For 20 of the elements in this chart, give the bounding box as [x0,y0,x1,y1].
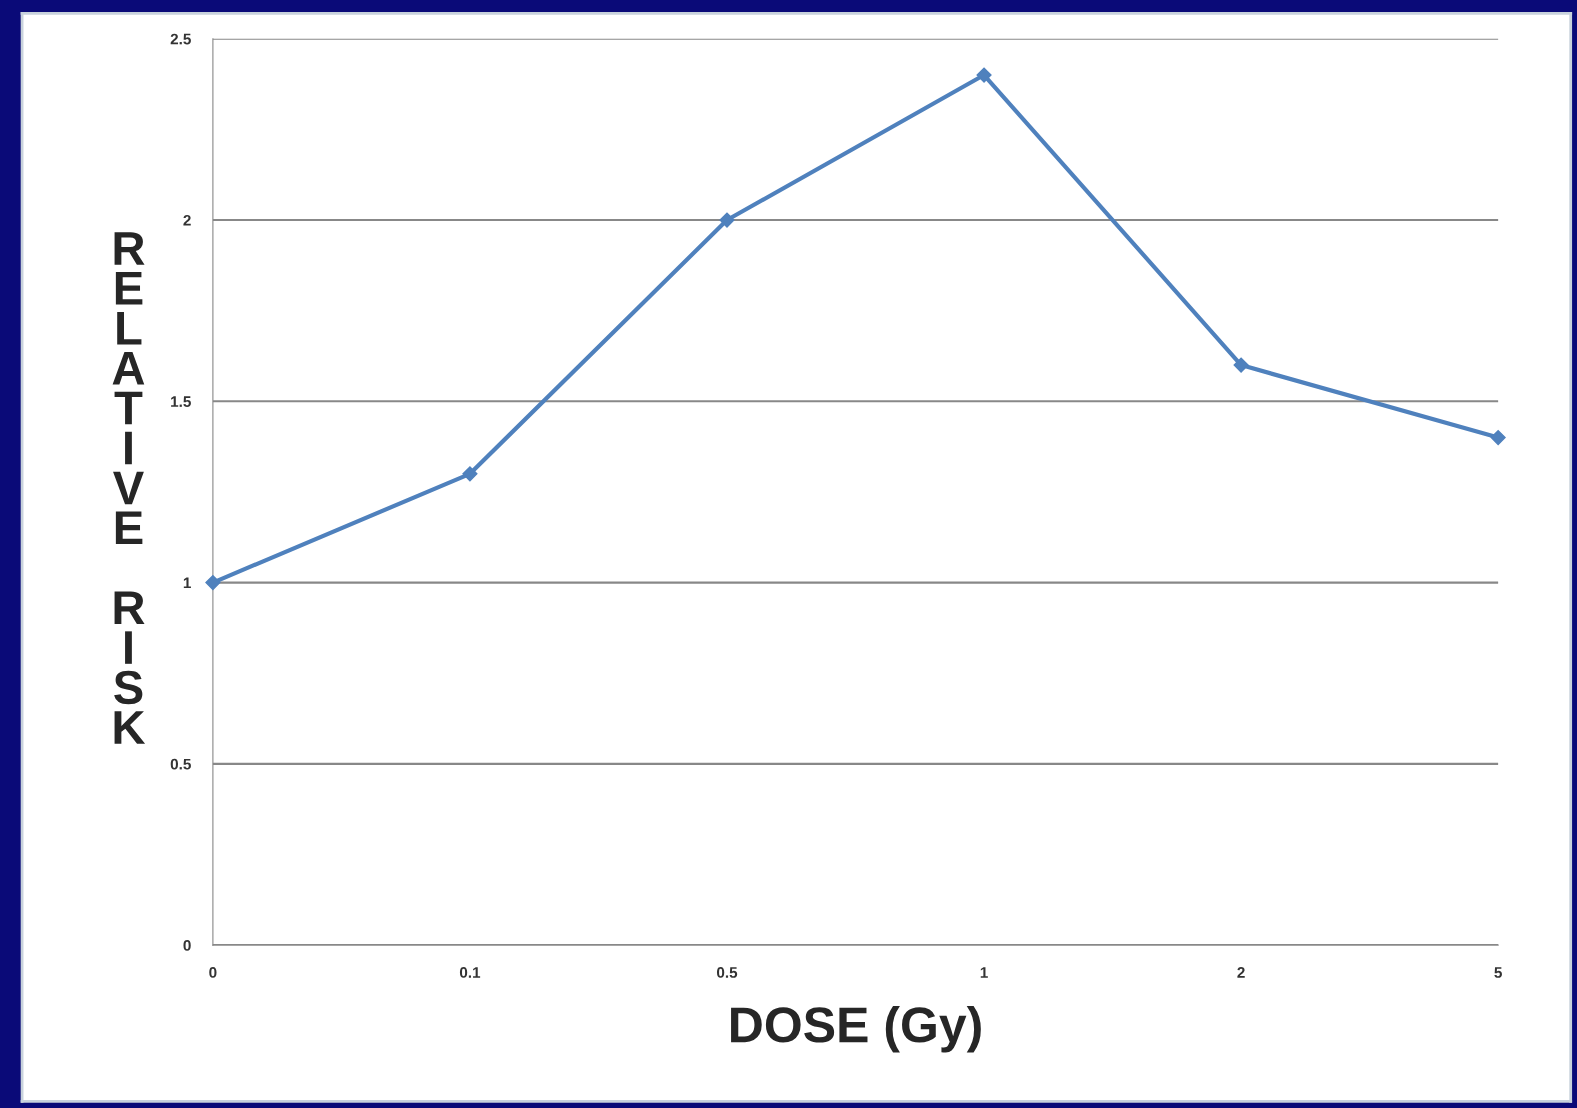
x-tick-label: 2 [1237,967,1245,978]
x-tick-label: 0.5 [716,967,738,978]
y-tick-label: 1 [183,577,191,589]
point [1490,430,1506,446]
x-tick-label: 0.1 [459,967,481,978]
y-tick-label: 0 [183,939,191,951]
text: RELATIVE RISK [112,232,146,744]
x-tick-label: 5 [1494,967,1502,978]
point [205,575,221,591]
x-tick-label: 0 [209,967,217,978]
x-tick-label: 1 [980,967,988,978]
y-tick-label: 2 [183,214,191,226]
point [976,67,992,83]
x-axis-title: DOSE (Gy) [731,1005,981,1053]
y-tick-label: 1.5 [171,396,191,407]
y-tick-label: 2.5 [170,33,191,45]
point [719,212,735,228]
y-tick-label: 0.5 [170,758,191,770]
point [462,466,478,482]
point [1233,357,1249,373]
